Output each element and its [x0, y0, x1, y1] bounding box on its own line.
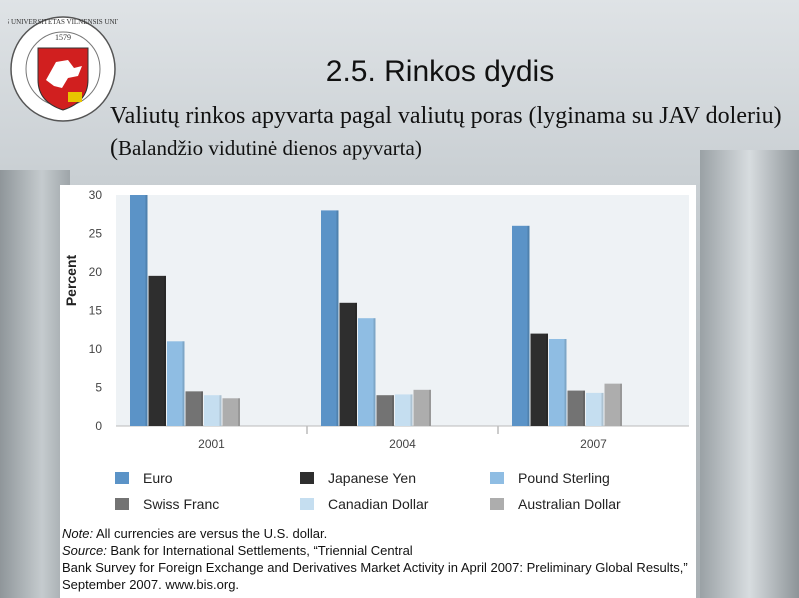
source-line-2: Bank Survey for Foreign Exchange and Der… — [62, 560, 688, 575]
y-tick-label: 0 — [95, 419, 102, 433]
legend-swatch — [490, 498, 504, 510]
bar-shade — [238, 398, 240, 426]
bar-canadian-dollar — [586, 392, 604, 426]
bar-japanese-yen — [530, 333, 548, 426]
bar-shade — [355, 302, 357, 426]
legend-label: Swiss Franc — [143, 496, 220, 512]
bar-japanese-yen — [148, 275, 166, 426]
logo-ring-text: VILNIAUS UNIVERSITETAS VILNENSIS UNIVERS… — [8, 18, 118, 26]
legend-swatch — [115, 498, 129, 510]
bar-shade — [564, 338, 567, 426]
y-axis-label: Percent — [63, 254, 79, 306]
bar-shade — [373, 318, 376, 426]
x-tick-label: 2001 — [198, 437, 225, 451]
university-logo: 1579 VILNIAUS UNIVERSITETAS VILNENSIS UN… — [8, 16, 118, 122]
legend-item: Euro — [115, 470, 173, 486]
subtitle-main: Valiutų rinkos apyvarta pagal valiutų po… — [110, 103, 782, 161]
legend-item: Pound Sterling — [490, 470, 610, 486]
subtitle-small: Balandžio vidutinė dienos apyvarta) — [118, 136, 422, 160]
bar-euro — [321, 210, 339, 426]
x-tick-label: 2007 — [580, 437, 607, 451]
legend-label: Canadian Dollar — [328, 496, 429, 512]
y-tick-label: 10 — [89, 342, 103, 356]
source-text: Bank for International Settlements, “Tri… — [106, 543, 413, 558]
background-pillar-right — [700, 150, 799, 598]
legend-label: Australian Dollar — [518, 496, 621, 512]
slide-subtitle: Valiutų rinkos apyvarta pagal valiutų po… — [110, 100, 790, 164]
bar-euro — [130, 195, 148, 426]
y-tick-label: 15 — [89, 304, 103, 318]
plot-area — [116, 195, 689, 426]
bar-shade — [145, 195, 148, 426]
note-label: Note: — [62, 526, 94, 541]
bar-shade — [182, 341, 185, 426]
bar-euro — [512, 225, 530, 426]
bar-shade — [392, 395, 394, 426]
svg-text:1579: 1579 — [55, 33, 71, 42]
bar-canadian-dollar — [395, 394, 413, 426]
x-tick-label: 2004 — [389, 437, 416, 451]
note-text: All currencies are versus the U.S. dolla… — [93, 526, 328, 541]
bar-shade — [527, 225, 530, 426]
bar-australian-dollar — [604, 383, 622, 426]
slide-title: 2.5. Rinkos dydis — [325, 55, 555, 88]
legend-swatch — [490, 472, 504, 484]
legend-swatch — [300, 498, 314, 510]
bar-canadian-dollar — [204, 395, 222, 426]
legend-item: Australian Dollar — [490, 496, 621, 512]
bar-shade — [410, 394, 413, 426]
y-tick-label: 5 — [95, 381, 102, 395]
legend-item: Japanese Yen — [300, 470, 416, 486]
chart-panel: 0 5 10 15 20 25 30 Percent 2001 2004 2007 Euro Japa… — [60, 185, 696, 598]
bar-shade — [583, 390, 585, 426]
bar-chart: 0 5 10 15 20 25 30 Percent 2001 2004 2007 — [63, 188, 689, 451]
bar-swiss-franc — [185, 391, 203, 426]
bar-shade — [429, 389, 431, 426]
bar-swiss-franc — [567, 390, 585, 426]
bar-shade — [546, 333, 548, 426]
source-label: Source: — [62, 543, 107, 558]
bar-pound-sterling — [167, 341, 185, 426]
bar-swiss-franc — [376, 395, 394, 426]
bar-pound-sterling — [549, 338, 567, 426]
legend-item: Canadian Dollar — [300, 496, 428, 512]
legend-swatch — [115, 472, 129, 484]
bar-shade — [219, 395, 222, 426]
legend-label: Euro — [143, 470, 173, 486]
background-pillar-left — [0, 170, 70, 598]
legend-label: Japanese Yen — [328, 470, 416, 486]
legend-item: Swiss Franc — [115, 496, 219, 512]
bar-australian-dollar — [222, 398, 240, 426]
bar-shade — [336, 210, 339, 426]
y-tick-label: 30 — [89, 188, 103, 202]
bar-australian-dollar — [413, 389, 431, 426]
bar-shade — [620, 383, 622, 426]
y-tick-label: 20 — [89, 265, 103, 279]
bar-shade — [601, 392, 604, 426]
chart-legend: Euro Japanese Yen Pound Sterling Swiss Fran… — [115, 470, 675, 530]
legend-label: Pound Sterling — [518, 470, 610, 486]
y-tick-label: 25 — [89, 227, 103, 241]
chart-notes: Note: All currencies are versus the U.S.… — [62, 525, 696, 593]
source-line-3: September 2007. www.bis.org. — [62, 577, 240, 592]
legend-swatch — [300, 472, 314, 484]
bar-japanese-yen — [339, 302, 357, 426]
bar-shade — [201, 391, 203, 426]
bar-pound-sterling — [358, 318, 376, 426]
bar-shade — [164, 275, 166, 426]
